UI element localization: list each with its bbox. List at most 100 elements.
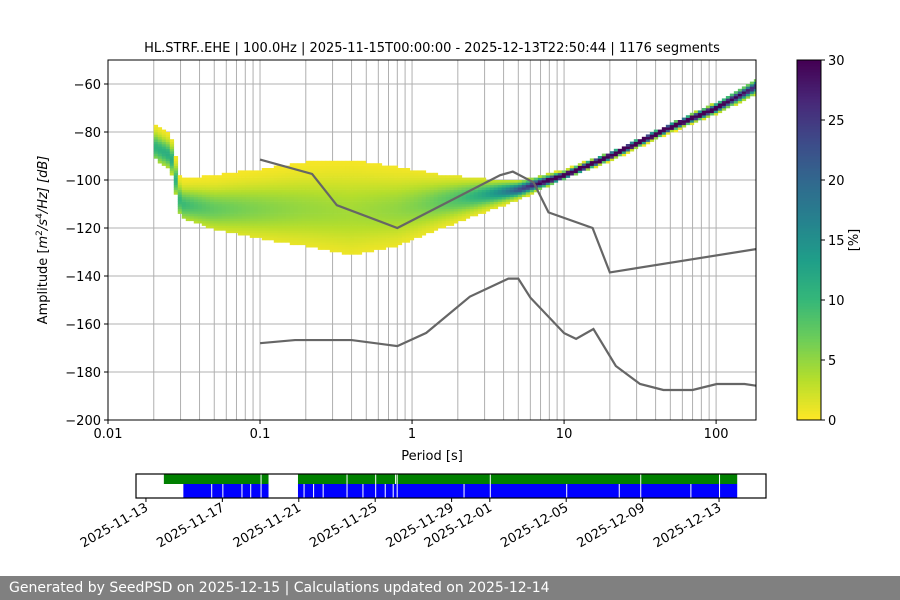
density-cell xyxy=(441,196,447,200)
density-cell xyxy=(297,220,303,224)
density-cell xyxy=(253,170,259,174)
density-cell xyxy=(409,201,415,205)
density-cell xyxy=(457,175,463,178)
density-cell xyxy=(405,184,411,188)
density-cell xyxy=(449,196,455,200)
density-cell xyxy=(401,235,407,238)
density-cell xyxy=(705,108,711,111)
density-cell xyxy=(197,206,203,210)
density-cell xyxy=(277,208,283,212)
density-cell xyxy=(273,218,279,222)
density-cell xyxy=(381,235,387,238)
density-cell xyxy=(381,194,387,198)
density-cell xyxy=(701,110,707,114)
density-cell xyxy=(693,110,699,114)
density-cell xyxy=(241,187,247,190)
density-cell xyxy=(281,182,287,186)
density-cell xyxy=(481,192,487,195)
density-cell xyxy=(417,201,423,205)
density-cell xyxy=(321,230,327,234)
density-cell xyxy=(373,170,379,174)
density-cell xyxy=(305,189,311,193)
density-cell xyxy=(225,213,231,217)
density-cell xyxy=(161,153,167,157)
density-cell xyxy=(397,242,403,246)
density-cell xyxy=(229,230,235,234)
density-cell xyxy=(293,187,299,190)
density-cell xyxy=(429,172,435,176)
density-cell xyxy=(273,180,279,183)
density-cell xyxy=(305,177,311,181)
density-cell xyxy=(681,117,687,121)
density-cell xyxy=(305,230,311,234)
density-cell xyxy=(369,247,375,250)
density-cell xyxy=(329,213,335,217)
density-cell xyxy=(165,136,171,140)
density-cell xyxy=(341,201,347,205)
density-cell xyxy=(385,180,391,183)
density-cell xyxy=(421,187,427,190)
density-cell xyxy=(557,172,563,176)
density-cell xyxy=(581,168,587,171)
density-cell xyxy=(173,165,179,169)
density-cell xyxy=(385,204,391,207)
density-cell xyxy=(281,223,287,226)
density-cell xyxy=(357,160,363,164)
density-cell xyxy=(277,235,283,238)
density-cell xyxy=(441,194,447,198)
density-cell xyxy=(413,235,419,238)
density-cell xyxy=(365,218,371,222)
density-cell xyxy=(225,180,231,183)
density-cell xyxy=(301,187,307,190)
density-cell xyxy=(465,201,471,205)
density-cell xyxy=(225,196,231,200)
density-cell xyxy=(225,220,231,224)
density-cell xyxy=(269,218,275,222)
density-cell xyxy=(461,187,467,190)
density-cell xyxy=(241,182,247,186)
density-cell xyxy=(449,218,455,222)
density-cell xyxy=(249,192,255,195)
density-cell xyxy=(505,199,511,202)
density-cell xyxy=(381,218,387,222)
colorbar-segment xyxy=(797,363,821,367)
density-cell xyxy=(313,208,319,212)
density-cell xyxy=(381,225,387,229)
blue-gap xyxy=(211,484,213,498)
density-cell xyxy=(309,242,315,246)
density-cell xyxy=(305,216,311,219)
density-cell xyxy=(693,112,699,116)
density-cell xyxy=(281,175,287,178)
density-cell xyxy=(349,252,355,255)
density-cell xyxy=(637,141,643,145)
density-cell xyxy=(473,204,479,207)
density-cell xyxy=(189,192,195,195)
density-cell xyxy=(381,189,387,193)
green-gap xyxy=(640,474,642,484)
density-cell xyxy=(341,225,347,229)
density-cell xyxy=(325,187,331,190)
y-tick-label: −200 xyxy=(65,414,101,429)
density-cell xyxy=(361,194,367,198)
density-cell xyxy=(381,213,387,217)
density-cell xyxy=(301,213,307,217)
density-cell xyxy=(473,206,479,210)
density-cell xyxy=(465,204,471,207)
density-cell xyxy=(513,180,519,183)
density-cell xyxy=(345,196,351,200)
density-cell xyxy=(305,225,311,229)
density-cell xyxy=(377,223,383,226)
density-cell xyxy=(153,151,159,154)
density-cell xyxy=(365,163,371,166)
colorbar-segment xyxy=(797,108,821,112)
density-cell xyxy=(377,244,383,248)
density-cell xyxy=(433,218,439,222)
colorbar-segment xyxy=(797,315,821,319)
density-cell xyxy=(297,168,303,171)
density-cell xyxy=(537,184,543,188)
density-cell xyxy=(733,91,739,94)
blue-gap xyxy=(489,484,491,498)
density-cell xyxy=(353,170,359,174)
density-cell xyxy=(429,206,435,210)
colorbar-segment xyxy=(797,231,821,235)
